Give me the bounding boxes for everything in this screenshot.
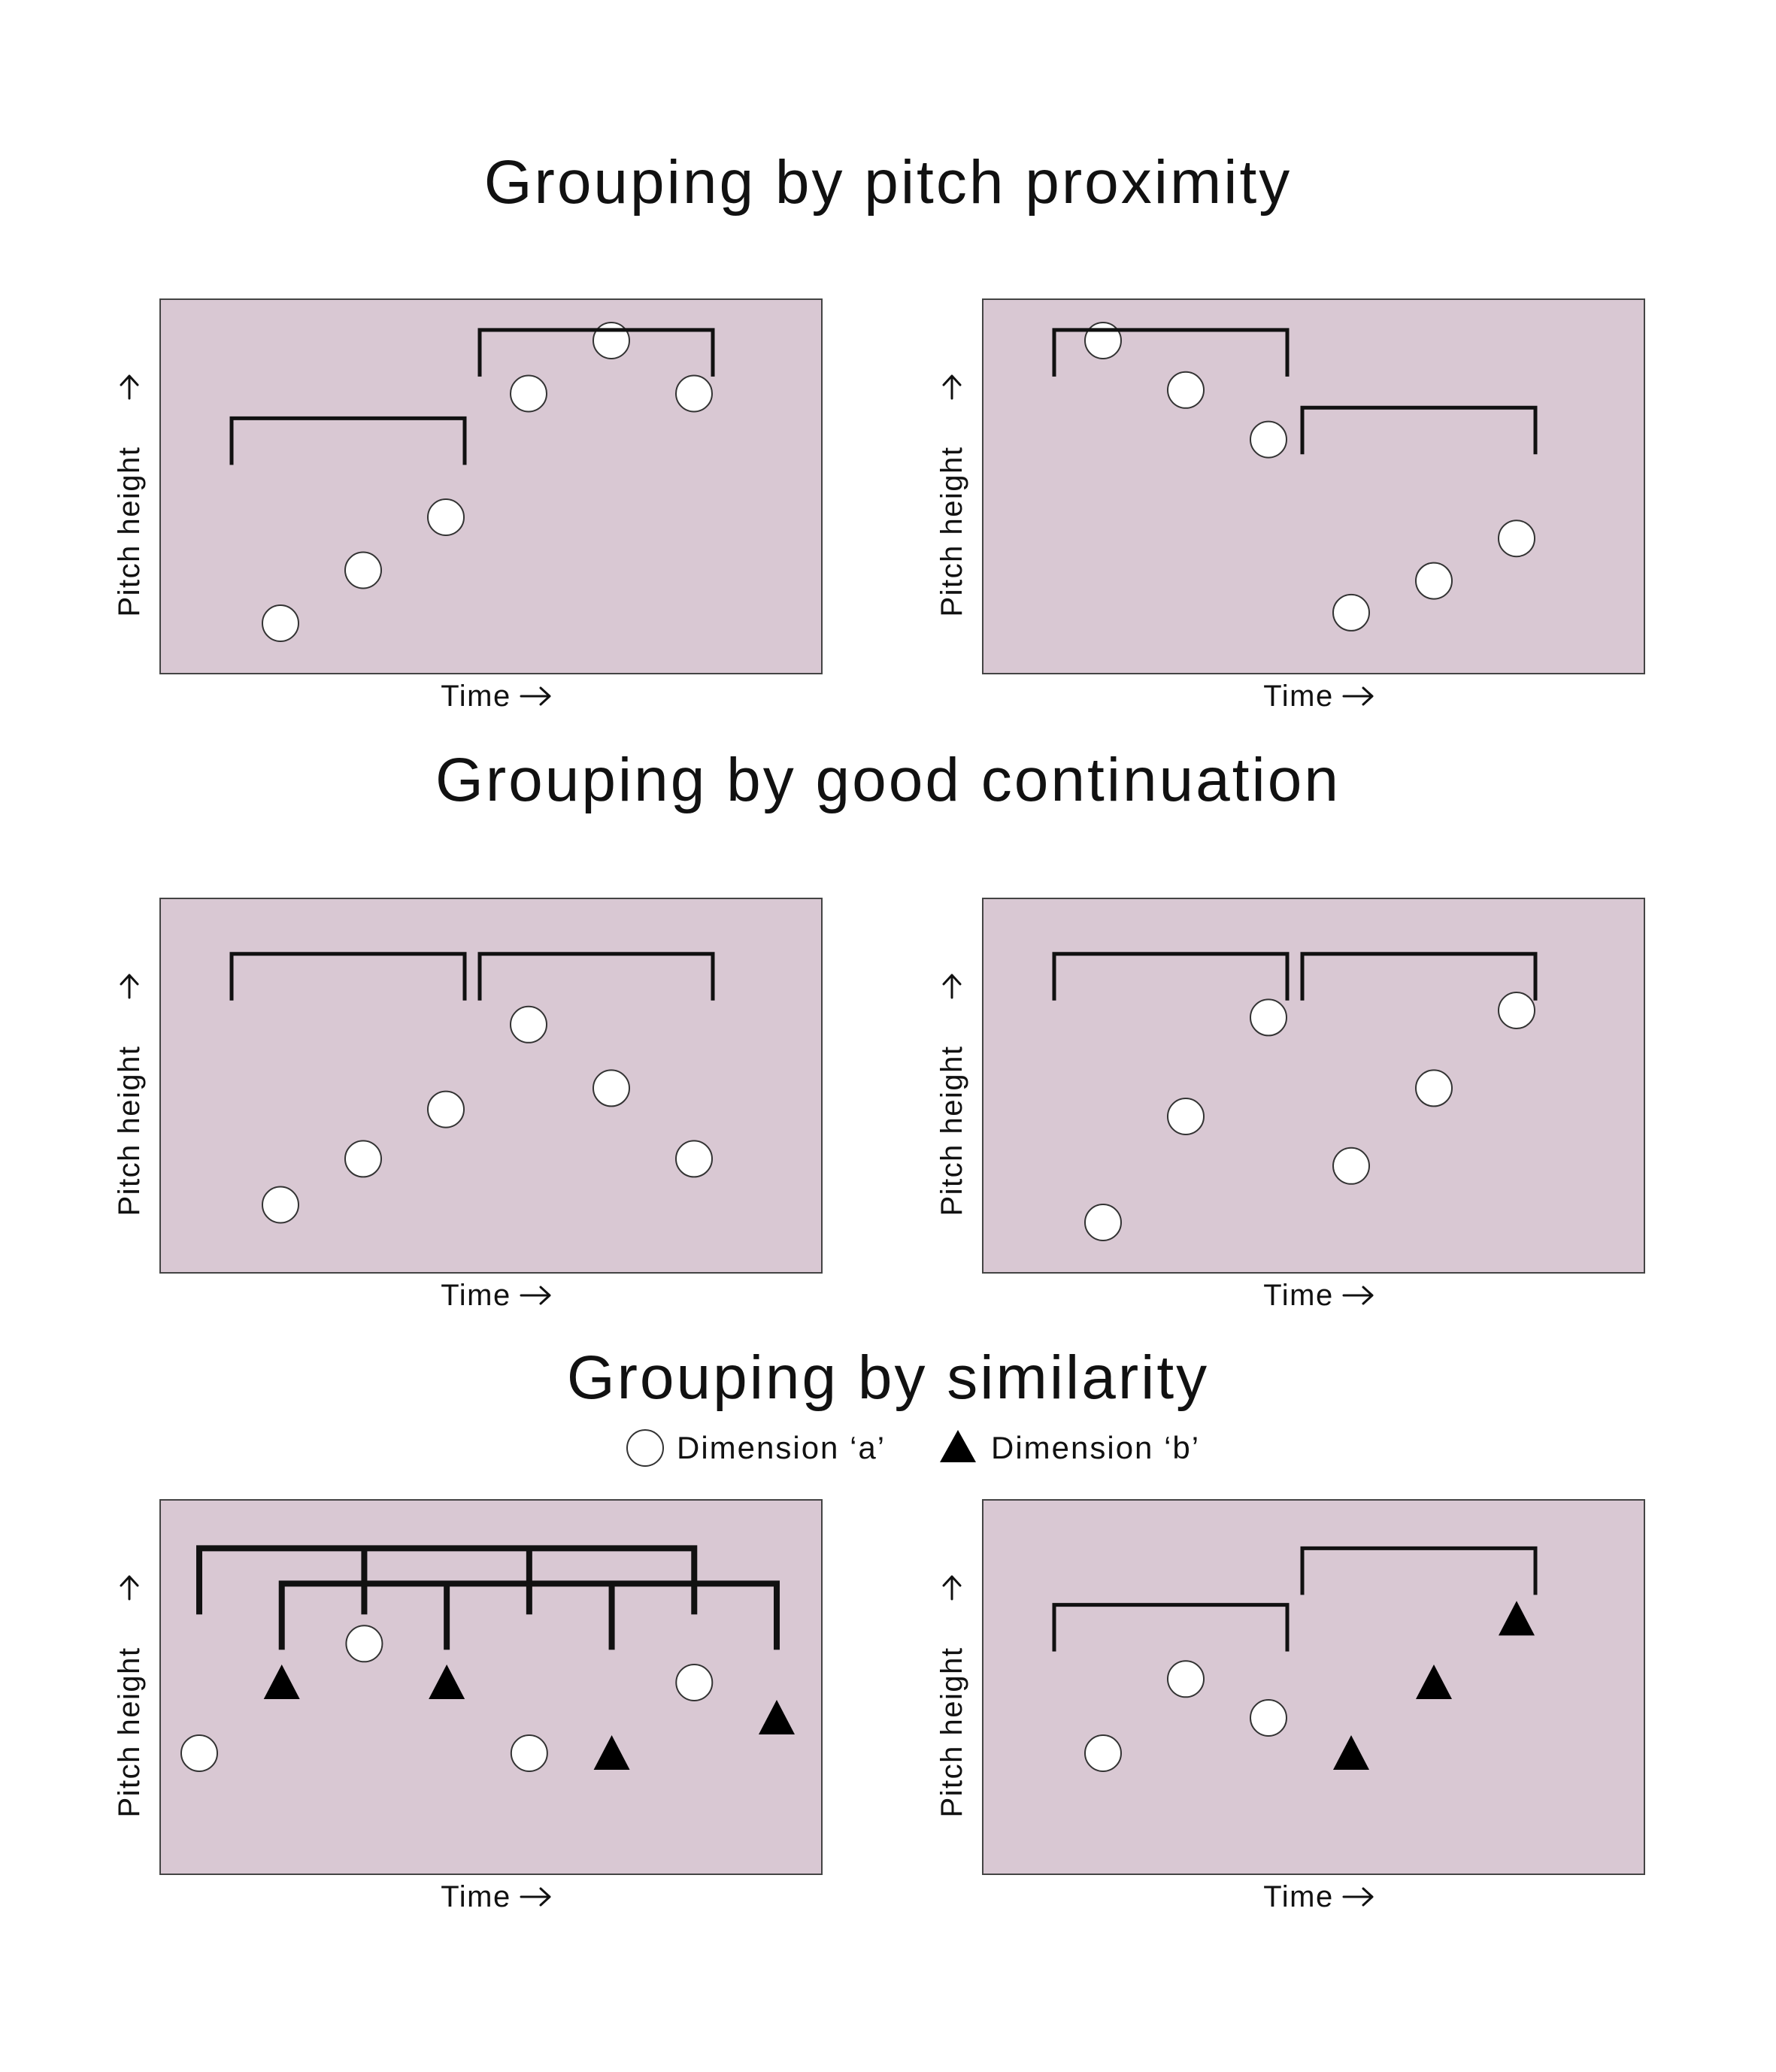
- note-circle-icon: [1250, 998, 1287, 1037]
- section-title-similarity: Grouping by similarity: [567, 1343, 1209, 1412]
- y-axis-label: Pitch height: [113, 1646, 146, 1817]
- group-bracket: [1052, 328, 1290, 377]
- panel: Pitch height Time: [935, 298, 1645, 713]
- note-circle-icon: [510, 1005, 547, 1044]
- panel-background: [159, 298, 823, 674]
- up-arrow-icon: [120, 974, 139, 999]
- panel: Pitch height Time: [113, 298, 823, 713]
- panel: Pitch height Time: [935, 898, 1645, 1312]
- note-circle-icon: [1415, 562, 1453, 600]
- group-bracket: [1300, 1546, 1538, 1595]
- group-bracket: [1300, 405, 1538, 455]
- note-triangle-icon: [1499, 1601, 1535, 1636]
- note-triangle-icon: [759, 1700, 795, 1734]
- note-circle-icon: [510, 1734, 548, 1772]
- right-arrow-icon: [1342, 1286, 1374, 1305]
- note-triangle-icon: [429, 1665, 465, 1699]
- note-circle-icon: [675, 1140, 713, 1178]
- group-bracket: [229, 952, 467, 1001]
- y-axis-label: Pitch height: [113, 446, 146, 616]
- note-circle-icon: [1167, 1098, 1205, 1135]
- note-triangle-icon: [1416, 1665, 1452, 1699]
- note-triangle-icon: [1333, 1735, 1369, 1770]
- note-circle-icon: [344, 551, 382, 589]
- y-axis-label: Pitch height: [113, 1045, 146, 1216]
- note-circle-icon: [1167, 371, 1205, 409]
- note-triangle-icon: [263, 1665, 300, 1699]
- panel-background: [982, 298, 1645, 674]
- note-triangle-icon: [593, 1735, 630, 1770]
- legend-label-dimension-a: Dimension ‘a’: [677, 1430, 886, 1465]
- note-circle-icon: [427, 1090, 465, 1128]
- section-title-good-continuation: Grouping by good continuation: [435, 746, 1341, 814]
- note-circle-icon: [1084, 1734, 1122, 1772]
- panel-background: [159, 1499, 823, 1875]
- group-bracket: [1052, 1603, 1290, 1652]
- group-bracket: [229, 416, 467, 465]
- group-bracket: [477, 952, 715, 1001]
- y-axis-label: Pitch height: [935, 1045, 968, 1216]
- panel: Pitch height Time: [113, 898, 823, 1312]
- right-arrow-icon: [1342, 686, 1374, 706]
- note-circle-icon: [1084, 1204, 1122, 1241]
- note-circle-icon: [675, 374, 713, 413]
- x-axis-label: Time: [1263, 1880, 1333, 1913]
- panel-background: [982, 1499, 1645, 1875]
- group-bracket: [1052, 952, 1290, 1001]
- note-circle-icon: [345, 1625, 383, 1663]
- panel: Pitch height Time: [113, 1499, 823, 1913]
- note-circle-icon: [675, 1664, 714, 1701]
- note-circle-icon: [1498, 992, 1535, 1029]
- note-circle-icon: [1167, 1660, 1205, 1698]
- note-circle-icon: [427, 498, 465, 536]
- y-axis-label: Pitch height: [935, 446, 968, 616]
- legend: Dimension ‘a’ Dimension ‘b’: [626, 1429, 1200, 1467]
- legend-triangle-icon: [940, 1430, 976, 1462]
- y-axis-label: Pitch height: [935, 1646, 968, 1817]
- right-arrow-icon: [1342, 1887, 1374, 1907]
- x-axis-label: Time: [441, 680, 511, 713]
- legend-label-dimension-b: Dimension ‘b’: [991, 1430, 1200, 1465]
- note-circle-icon: [262, 604, 299, 642]
- x-axis-label: Time: [441, 1880, 511, 1913]
- note-circle-icon: [1332, 593, 1370, 632]
- note-circle-icon: [344, 1140, 382, 1178]
- note-circle-icon: [1250, 1699, 1287, 1737]
- panel: Pitch height Time: [935, 1499, 1645, 1913]
- right-arrow-icon: [520, 1286, 551, 1305]
- up-arrow-icon: [120, 1575, 139, 1601]
- legend-circle-icon: [626, 1429, 664, 1467]
- note-circle-icon: [1250, 420, 1287, 459]
- right-arrow-icon: [520, 1887, 551, 1907]
- up-arrow-icon: [942, 1575, 962, 1601]
- note-circle-icon: [180, 1734, 218, 1772]
- up-arrow-icon: [942, 974, 962, 999]
- note-circle-icon: [1415, 1069, 1453, 1107]
- note-circle-icon: [1084, 322, 1122, 359]
- x-axis-label: Time: [1263, 680, 1333, 713]
- group-bracket: [278, 1580, 780, 1650]
- x-axis-label: Time: [1263, 1279, 1333, 1312]
- group-bracket: [477, 328, 715, 377]
- section-title-pitch-proximity: Grouping by pitch proximity: [484, 148, 1293, 217]
- group-bracket: [1300, 952, 1538, 1001]
- note-circle-icon: [262, 1186, 299, 1224]
- note-circle-icon: [1498, 520, 1535, 558]
- right-arrow-icon: [520, 686, 551, 706]
- note-circle-icon: [1332, 1147, 1370, 1185]
- up-arrow-icon: [120, 374, 139, 400]
- note-circle-icon: [593, 1069, 630, 1107]
- x-axis-label: Time: [441, 1279, 511, 1312]
- note-circle-icon: [510, 374, 547, 413]
- up-arrow-icon: [942, 374, 962, 400]
- note-circle-icon: [593, 322, 630, 359]
